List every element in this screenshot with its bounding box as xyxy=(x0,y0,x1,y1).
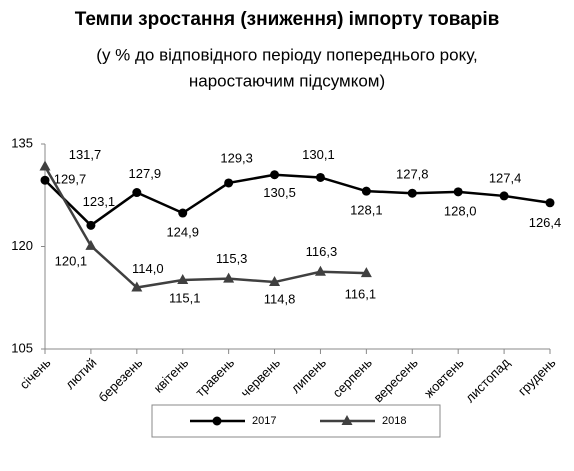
marker xyxy=(223,272,235,283)
data-label: 129,3 xyxy=(220,150,253,165)
data-label: 130,5 xyxy=(263,185,296,200)
x-tick-label: травень xyxy=(192,355,237,400)
x-tick-label: лютий xyxy=(62,355,99,392)
x-tick-label: жовтень xyxy=(421,355,467,401)
marker xyxy=(453,187,463,197)
marker xyxy=(224,178,234,188)
chart-subtitle: (у % до відповідного періоду попередньог… xyxy=(96,45,477,64)
chart-subtitle: наростаючим підсумком) xyxy=(189,71,385,90)
data-label: 116,3 xyxy=(306,244,338,259)
marker xyxy=(341,415,353,425)
marker xyxy=(360,267,372,278)
x-tick-label: вересень xyxy=(371,355,421,405)
marker xyxy=(40,175,50,185)
data-label: 128,0 xyxy=(444,203,477,218)
x-tick-label: березень xyxy=(95,355,145,405)
x-tick-label: квітень xyxy=(151,355,192,396)
marker xyxy=(361,186,371,196)
marker xyxy=(131,281,143,292)
data-label: 115,1 xyxy=(169,290,201,305)
data-label: 127,9 xyxy=(129,166,162,181)
data-label: 124,9 xyxy=(166,224,199,239)
marker xyxy=(545,198,555,208)
data-label: 128,1 xyxy=(350,203,383,218)
marker xyxy=(499,191,509,201)
legend-label: 2018 xyxy=(382,415,406,427)
marker xyxy=(85,239,97,250)
data-label: 115,3 xyxy=(216,251,248,266)
series-line xyxy=(43,165,367,289)
x-tick-label: листопад xyxy=(462,355,513,406)
y-tick-label: 135 xyxy=(11,135,33,150)
x-tick-label: січень xyxy=(17,355,54,392)
data-label: 116,1 xyxy=(345,287,377,302)
data-label: 120,1 xyxy=(55,253,88,268)
marker xyxy=(177,273,189,284)
marker xyxy=(314,265,326,276)
x-tick-label: серпень xyxy=(330,355,376,401)
data-label: 131,7 xyxy=(69,147,102,162)
x-tick-label: червень xyxy=(238,355,284,401)
data-label: 127,8 xyxy=(396,167,429,182)
x-tick-label: липень xyxy=(288,355,329,396)
marker xyxy=(212,416,222,426)
marker xyxy=(132,188,142,198)
data-label: 127,4 xyxy=(489,170,522,185)
data-label: 130,1 xyxy=(302,147,335,162)
marker xyxy=(178,208,188,218)
chart-title: Темпи зростання (зниження) імпорту товар… xyxy=(75,9,500,30)
series-line xyxy=(44,173,551,227)
marker xyxy=(315,172,325,182)
marker xyxy=(407,188,417,198)
marker xyxy=(270,170,280,180)
data-label: 123,1 xyxy=(83,194,116,209)
y-tick-label: 120 xyxy=(11,238,33,253)
data-label: 114,8 xyxy=(264,291,296,306)
marker xyxy=(269,276,281,287)
legend-box xyxy=(151,404,441,438)
marker xyxy=(39,160,51,171)
data-label: 114,0 xyxy=(132,261,164,276)
y-tick-label: 105 xyxy=(11,340,33,355)
data-label: 126,4 xyxy=(529,215,562,230)
marker xyxy=(86,220,96,230)
legend-label: 2017 xyxy=(252,415,276,427)
data-label: 129,7 xyxy=(54,172,87,187)
x-tick-label: грудень xyxy=(515,355,559,399)
